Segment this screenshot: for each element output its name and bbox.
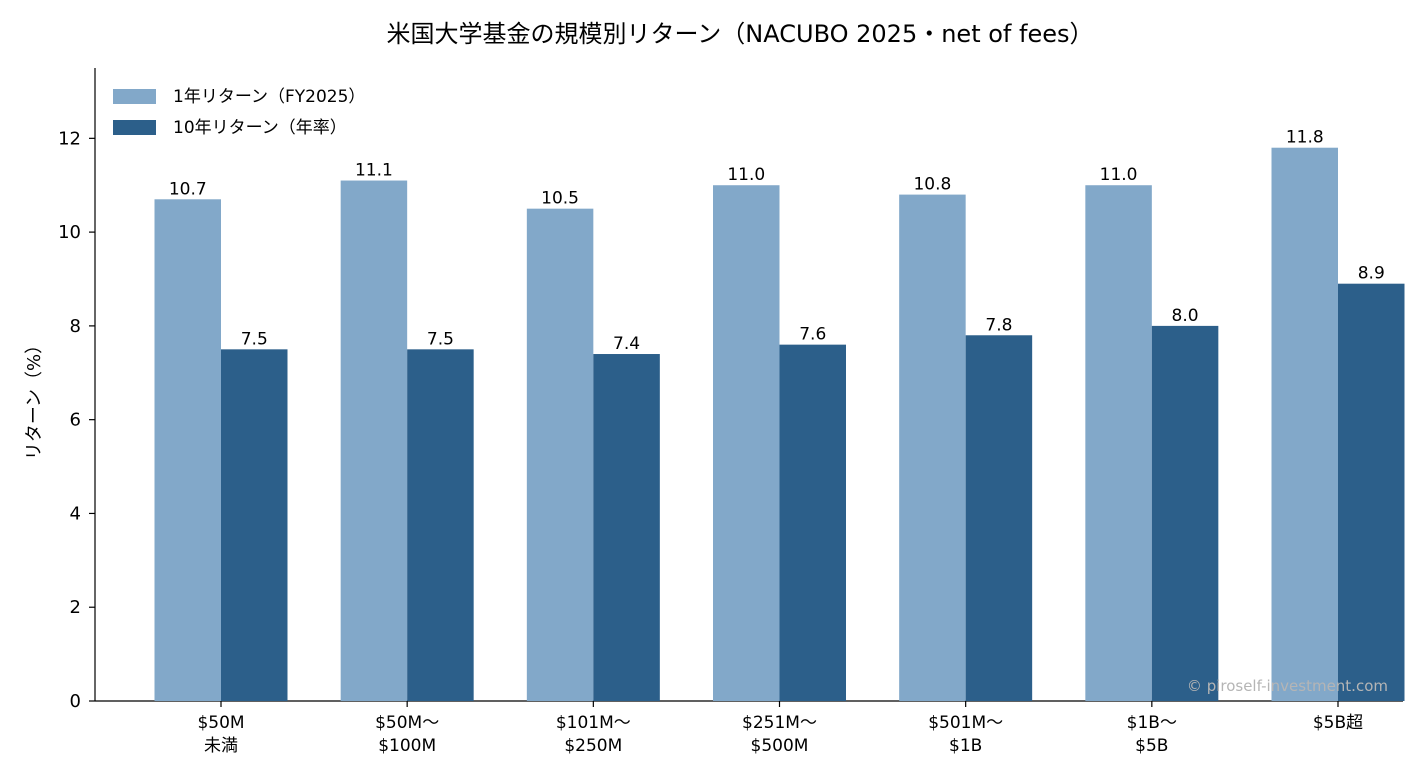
bar-10yr [407, 349, 474, 701]
bar-10yr [1338, 283, 1405, 701]
y-ticks: 0 2 4 6 8 10 12 [58, 128, 95, 712]
bar-value-label: 7.4 [613, 334, 640, 354]
bar-1yr [154, 199, 221, 702]
legend-label: 1年リターン（FY2025） [173, 87, 365, 107]
y-tick-label: 0 [70, 691, 81, 712]
bar-value-label: 7.5 [241, 329, 268, 349]
bar-1yr [899, 194, 966, 701]
legend-swatch [113, 120, 156, 135]
legend-swatch [113, 89, 156, 104]
x-category-label: $50M [197, 713, 244, 733]
x-category-label: $501M〜 [928, 713, 1003, 733]
watermark: © piroself-investment.com [1187, 677, 1388, 695]
bar-1yr [1085, 185, 1152, 701]
x-category-label: $101M〜 [556, 713, 631, 733]
bar-10yr [779, 344, 846, 701]
bars [154, 147, 1405, 702]
y-axis-title: リターン（%） [24, 336, 45, 460]
x-category-label: $500M [751, 736, 809, 756]
y-tick-label: 8 [70, 316, 81, 337]
x-category-label: $251M〜 [742, 713, 817, 733]
bar-value-label: 8.9 [1358, 264, 1385, 284]
bar-value-label: 11.1 [355, 161, 393, 181]
legend: 1年リターン（FY2025） 10年リターン（年率） [113, 87, 365, 138]
x-category-label: $5B [1135, 736, 1168, 756]
bar-10yr [221, 349, 288, 701]
y-tick-label: 6 [70, 410, 81, 431]
bar-value-label: 7.6 [799, 325, 826, 345]
x-category-label: $100M [378, 736, 436, 756]
bar-value-label: 11.0 [727, 165, 765, 185]
y-tick-label: 12 [58, 128, 81, 149]
bar-value-labels: 10.7 7.5 11.1 7.5 10.5 7.4 11.0 7.6 10.8 7.8 11.0 8… [169, 128, 1385, 354]
bar-10yr [593, 354, 660, 701]
bar-value-label: 7.8 [985, 315, 1012, 335]
x-category-label: $50M〜 [375, 713, 439, 733]
bar-1yr [526, 208, 594, 701]
bar-value-label: 10.5 [541, 189, 579, 209]
bar-10yr [965, 335, 1033, 701]
chart-title: 米国大学基金の規模別リターン（NACUBO 2025・net of fees） [387, 20, 1094, 48]
bar-value-label: 11.0 [1100, 165, 1138, 185]
x-category-labels: $50M 未満 $50M〜 $100M $101M〜 $250M $251M〜 $500M $5… [197, 701, 1363, 756]
bar-1yr [340, 180, 408, 702]
bar-10yr [1151, 325, 1219, 701]
bar-1yr [1271, 147, 1338, 701]
bar-1yr [713, 185, 780, 701]
legend-label: 10年リターン（年率） [173, 118, 347, 138]
y-tick-label: 10 [58, 222, 81, 243]
bar-value-label: 10.7 [169, 179, 207, 199]
bar-value-label: 8.0 [1172, 306, 1199, 326]
x-category-label: $5B超 [1313, 713, 1363, 733]
bar-value-label: 11.8 [1286, 128, 1324, 148]
x-category-label: $250M [564, 736, 622, 756]
y-tick-label: 2 [70, 597, 81, 618]
x-category-label: 未満 [204, 736, 238, 756]
bar-value-label: 7.5 [427, 329, 454, 349]
bar-value-label: 10.8 [913, 175, 951, 195]
y-tick-label: 4 [70, 503, 81, 524]
x-category-label: $1B [949, 736, 982, 756]
x-category-label: $1B〜 [1127, 713, 1177, 733]
